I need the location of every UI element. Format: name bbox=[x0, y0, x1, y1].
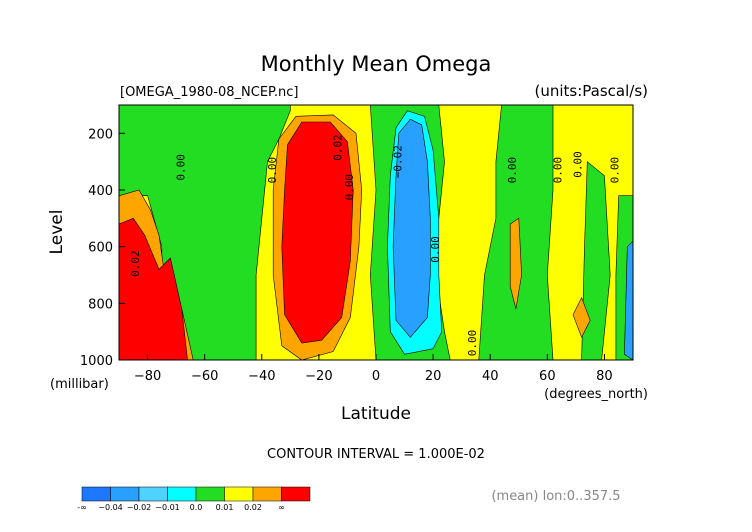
colorbar-swatch bbox=[81, 486, 111, 502]
x-tick-label: 60 bbox=[539, 369, 556, 384]
colorbar-label: -∞ bbox=[77, 503, 87, 512]
colorbar-swatch bbox=[252, 486, 282, 502]
colorbar-label: −0.02 bbox=[127, 503, 152, 512]
colorbar-swatch bbox=[138, 486, 168, 502]
plot-area bbox=[118, 104, 634, 361]
colorbar-swatch bbox=[167, 486, 197, 502]
contour-label: 0.00 bbox=[506, 157, 519, 184]
contour-label: 0.00 bbox=[552, 157, 565, 184]
x-tick-label: −60 bbox=[191, 369, 218, 384]
region-blue-mid bbox=[392, 118, 431, 338]
contour-label: −0.02 bbox=[392, 145, 405, 178]
x-tick-label: 80 bbox=[596, 369, 613, 384]
colorbar-label: −0.04 bbox=[98, 503, 123, 512]
contour-label: 0.00 bbox=[266, 157, 279, 184]
x-axis: −80 −60 −40 −20 0 20 40 60 80 bbox=[134, 354, 613, 384]
y-tick-label: 400 bbox=[88, 184, 113, 199]
x-tick-label: 20 bbox=[425, 369, 442, 384]
contour-interval-label: CONTOUR INTERVAL = 1.000E-02 bbox=[267, 447, 485, 462]
y-tick-label: 600 bbox=[88, 241, 113, 256]
colorbar-label: −0.01 bbox=[155, 503, 180, 512]
colorbar-swatch bbox=[110, 486, 140, 502]
contour-label: 0.00 bbox=[466, 330, 479, 357]
contour-label: 0.00 bbox=[429, 236, 442, 263]
y-axis-label: Level bbox=[47, 210, 67, 255]
x-axis-label: Latitude bbox=[341, 404, 411, 424]
contour-label: 0.00 bbox=[175, 154, 188, 181]
y-tick-label: 800 bbox=[88, 297, 113, 312]
y-axis-unit: (millibar) bbox=[50, 377, 109, 392]
colorbar-label: 0.01 bbox=[216, 503, 234, 512]
colorbar-swatch bbox=[281, 486, 311, 502]
contour-label: 0.02 bbox=[332, 134, 345, 161]
contour-label: 0.00 bbox=[343, 174, 356, 201]
y-tick-label: 200 bbox=[88, 127, 113, 142]
contour-label: 0.02 bbox=[129, 250, 142, 277]
region-orange-north bbox=[509, 217, 522, 310]
file-label: [OMEGA_1980-08_NCEP.nc] bbox=[120, 85, 298, 100]
y-axis: 200 400 600 800 1000 bbox=[80, 127, 125, 369]
colorbar-label: ∞ bbox=[278, 503, 285, 512]
x-tick-label: 40 bbox=[482, 369, 499, 384]
x-tick-label: 0 bbox=[372, 369, 380, 384]
mean-label: (mean) lon:0..357.5 bbox=[491, 489, 620, 504]
x-tick-label: −40 bbox=[248, 369, 275, 384]
x-axis-unit: (degrees_north) bbox=[544, 387, 648, 402]
region-orange-north2 bbox=[572, 296, 591, 339]
region-red bbox=[281, 121, 354, 344]
units-label: (units:Pascal/s) bbox=[535, 82, 649, 100]
contour-labels: 0.00 0.00 0.02 0.00 −0.02 0.00 0.00 0.00 0.00 0.0… bbox=[129, 134, 622, 356]
contour-label: 0.00 bbox=[609, 157, 622, 184]
chart-title: Monthly Mean Omega bbox=[261, 52, 492, 76]
contour-label: 0.00 bbox=[572, 151, 585, 178]
y-tick-label: 1000 bbox=[80, 354, 113, 369]
colorbar-label: 0.02 bbox=[244, 503, 262, 512]
x-tick-label: −20 bbox=[305, 369, 332, 384]
colorbar-swatch bbox=[224, 486, 254, 502]
colorbar-swatch bbox=[195, 486, 225, 502]
colorbar-label: 0.0 bbox=[190, 503, 203, 512]
colorbar: -∞ −0.04 −0.02 −0.01 0.0 0.01 0.02 ∞ bbox=[77, 486, 311, 512]
x-tick-label: −80 bbox=[134, 369, 161, 384]
